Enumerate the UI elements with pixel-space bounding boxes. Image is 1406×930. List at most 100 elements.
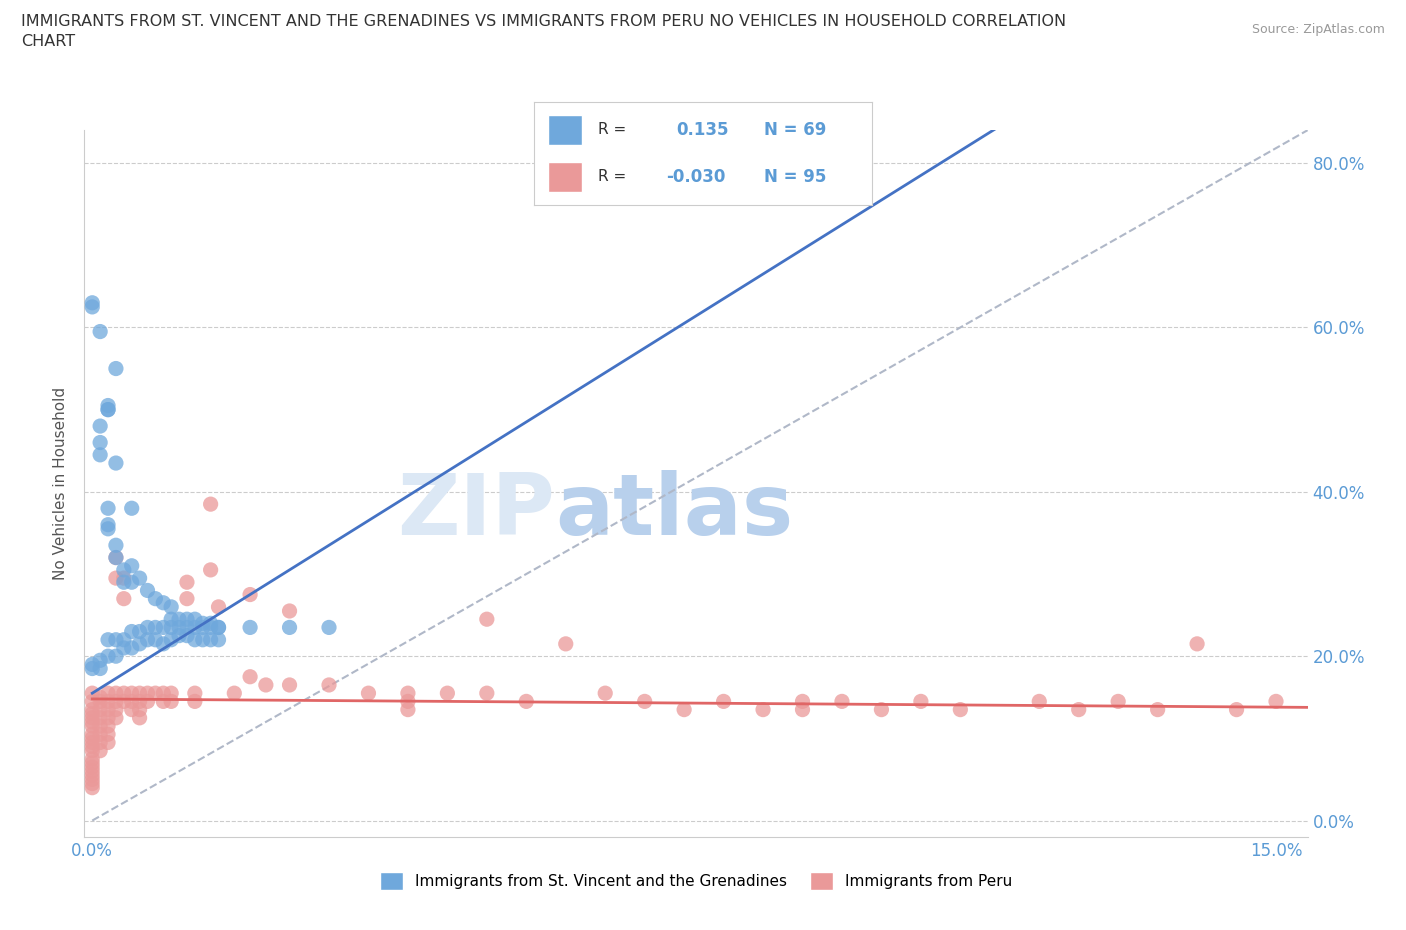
Bar: [548, 114, 582, 145]
Point: [593, 685, 616, 700]
Point: [239, 620, 262, 635]
Point: [104, 551, 127, 565]
Point: [136, 685, 159, 700]
Point: [82, 772, 104, 787]
Text: IMMIGRANTS FROM ST. VINCENT AND THE GRENADINES VS IMMIGRANTS FROM PERU NO VEHICL: IMMIGRANTS FROM ST. VINCENT AND THE GREN…: [21, 14, 1066, 48]
Point: [475, 612, 498, 627]
Point: [97, 727, 120, 742]
Point: [89, 418, 111, 433]
Point: [82, 685, 104, 700]
Point: [128, 636, 150, 651]
Point: [89, 743, 111, 758]
Point: [278, 678, 301, 693]
Point: [82, 768, 104, 783]
Text: Source: ZipAtlas.com: Source: ZipAtlas.com: [1251, 23, 1385, 36]
Point: [97, 632, 120, 647]
Point: [121, 694, 143, 709]
Point: [82, 755, 104, 770]
Point: [112, 571, 135, 586]
Point: [200, 616, 222, 631]
Point: [239, 670, 262, 684]
Point: [176, 612, 198, 627]
Point: [145, 620, 167, 635]
Point: [82, 760, 104, 775]
Point: [89, 661, 111, 676]
Point: [82, 711, 104, 725]
Point: [97, 735, 120, 750]
Point: [121, 501, 143, 516]
Point: [112, 632, 135, 647]
Point: [167, 628, 190, 643]
Point: [89, 694, 111, 709]
Point: [89, 711, 111, 725]
Point: [713, 694, 735, 709]
Point: [207, 600, 229, 615]
Point: [82, 719, 104, 734]
Point: [128, 694, 150, 709]
Text: atlas: atlas: [555, 471, 793, 553]
Point: [152, 685, 174, 700]
Bar: [548, 162, 582, 193]
Point: [97, 398, 120, 413]
Point: [673, 702, 696, 717]
Point: [792, 694, 814, 709]
Point: [200, 563, 222, 578]
Point: [104, 702, 127, 717]
Point: [82, 751, 104, 766]
Point: [112, 563, 135, 578]
Point: [97, 402, 120, 417]
Point: [97, 711, 120, 725]
Point: [910, 694, 932, 709]
Point: [318, 620, 340, 635]
Text: -0.030: -0.030: [666, 168, 725, 186]
Point: [128, 702, 150, 717]
Text: ZIP: ZIP: [398, 471, 555, 553]
Point: [176, 591, 198, 606]
Point: [1146, 702, 1168, 717]
Point: [200, 497, 222, 512]
Point: [396, 694, 419, 709]
Text: R =: R =: [599, 123, 627, 138]
Point: [1067, 702, 1090, 717]
Point: [752, 702, 775, 717]
Point: [121, 558, 143, 573]
Point: [89, 653, 111, 668]
Point: [160, 600, 183, 615]
Point: [112, 641, 135, 656]
Point: [207, 620, 229, 635]
Point: [167, 612, 190, 627]
Point: [176, 628, 198, 643]
Point: [82, 296, 104, 311]
Point: [82, 764, 104, 778]
Point: [176, 620, 198, 635]
Point: [436, 685, 458, 700]
Point: [128, 571, 150, 586]
Point: [89, 735, 111, 750]
Y-axis label: No Vehicles in Household: No Vehicles in Household: [53, 387, 69, 580]
Point: [89, 702, 111, 717]
Point: [831, 694, 853, 709]
Point: [104, 694, 127, 709]
Text: N = 95: N = 95: [763, 168, 827, 186]
Point: [89, 719, 111, 734]
Point: [97, 694, 120, 709]
Point: [200, 620, 222, 635]
Point: [121, 685, 143, 700]
Point: [89, 447, 111, 462]
Point: [104, 685, 127, 700]
Point: [318, 678, 340, 693]
Point: [82, 299, 104, 314]
Point: [136, 694, 159, 709]
Point: [949, 702, 972, 717]
Point: [254, 678, 277, 693]
Text: N = 69: N = 69: [763, 121, 827, 139]
Point: [167, 620, 190, 635]
Point: [82, 739, 104, 754]
Point: [97, 522, 120, 537]
Point: [89, 325, 111, 339]
Point: [104, 711, 127, 725]
Point: [112, 694, 135, 709]
Point: [152, 620, 174, 635]
Point: [160, 685, 183, 700]
Point: [82, 780, 104, 795]
